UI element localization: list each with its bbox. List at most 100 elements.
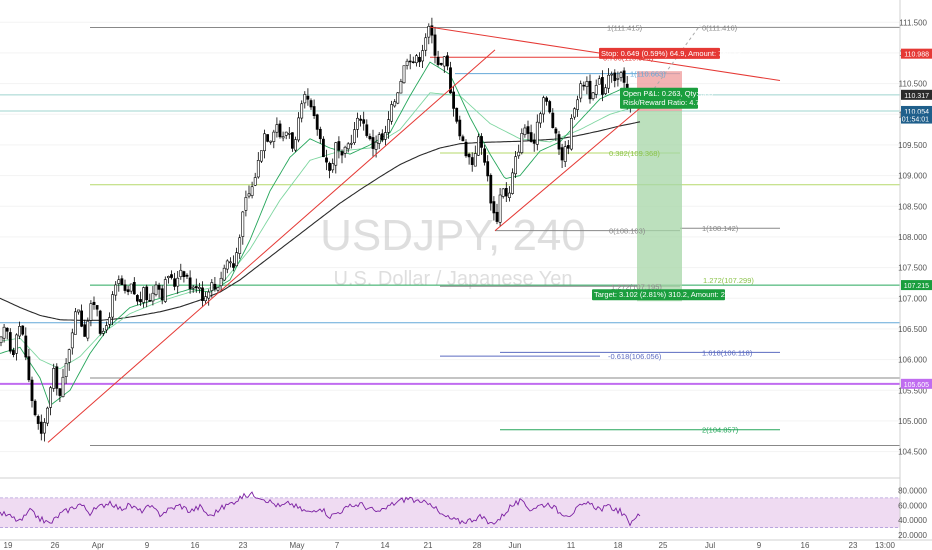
candle: [489, 173, 493, 211]
price-tag: [901, 48, 932, 59]
target-zone[interactable]: [637, 110, 682, 302]
price-tag-label: 110.988: [904, 52, 929, 59]
candle: [33, 399, 37, 417]
time-tick-label: 18: [614, 541, 623, 550]
candle: [557, 130, 561, 155]
candle-body: [560, 147, 564, 161]
candle: [176, 271, 180, 294]
candle: [569, 114, 573, 151]
candle: [191, 285, 195, 293]
watermark: USDJPY, 240 U.S. Dollar / Japanese Yen: [320, 211, 586, 290]
candle: [365, 119, 369, 138]
candle: [46, 406, 49, 427]
rr-label: Risk/Reward Ratio: 4.78: [623, 98, 704, 107]
candle: [486, 155, 490, 182]
trendline[interactable]: [47, 49, 496, 443]
candle-body: [600, 77, 604, 95]
candle-body: [207, 291, 211, 299]
candle: [399, 78, 403, 94]
price-tag: [901, 113, 932, 124]
time-tick-label: 21: [424, 541, 433, 550]
candle-body: [312, 106, 316, 117]
time-tick-label: 19: [4, 541, 13, 550]
candle: [501, 188, 505, 199]
fib-label: 1(108.142): [702, 224, 739, 233]
projection-line[interactable]: [639, 25, 701, 109]
candle: [229, 257, 232, 268]
candle: [253, 172, 257, 187]
candle-body: [272, 131, 276, 142]
candle: [523, 124, 527, 138]
candle-body: [405, 60, 409, 66]
candle-body: [256, 160, 260, 178]
candle-body: [287, 132, 291, 135]
horizontal-levels[interactable]: [0, 26, 900, 446]
candle-body: [201, 287, 204, 301]
candle-body: [185, 274, 189, 277]
price-tick-label: 104.500: [898, 448, 927, 457]
candle-body: [36, 416, 40, 424]
candle-body: [176, 277, 180, 287]
candle: [532, 133, 536, 152]
price-tag: [901, 89, 932, 100]
candle-body: [402, 65, 406, 84]
candle: [61, 368, 65, 398]
candle-body: [263, 133, 266, 152]
candle: [225, 259, 229, 274]
candle-body: [554, 128, 558, 134]
candle-body: [253, 177, 257, 186]
candle: [284, 131, 288, 140]
candle: [520, 128, 524, 155]
candle: [529, 124, 533, 143]
candle-body: [566, 145, 570, 149]
candle-body: [154, 284, 158, 295]
candle-body: [449, 67, 452, 94]
candle: [0, 336, 3, 347]
candle: [80, 304, 84, 328]
trendline[interactable]: [494, 107, 641, 232]
candle-body: [64, 363, 68, 378]
candle-body: [380, 133, 384, 141]
candle-body: [321, 138, 325, 158]
fib-label: 0(108.103): [609, 227, 646, 236]
candle: [182, 270, 186, 283]
candle-body: [430, 25, 434, 36]
candle: [498, 188, 502, 227]
candle-body: [352, 129, 356, 144]
candle: [70, 328, 74, 355]
candle: [86, 317, 90, 342]
candle-body: [390, 104, 394, 122]
candle: [132, 277, 136, 295]
candle-body: [86, 320, 90, 339]
candle-body: [523, 127, 527, 136]
candle-body: [439, 62, 443, 65]
candle-body: [383, 132, 387, 140]
candle: [151, 285, 155, 306]
price-tick-label: 106.500: [898, 325, 927, 334]
candle: [170, 270, 173, 280]
candle-body: [8, 332, 12, 352]
candle: [359, 115, 363, 127]
time-tick-label: May: [289, 541, 304, 550]
candle-body: [365, 124, 369, 136]
candle: [123, 279, 127, 294]
candle-body: [39, 421, 43, 434]
candle: [542, 95, 545, 123]
candle: [24, 327, 28, 361]
candle-body: [167, 276, 170, 279]
candle: [129, 283, 133, 294]
candle-body: [241, 211, 245, 237]
candle: [167, 275, 170, 284]
candle: [312, 99, 316, 119]
candle-body: [452, 91, 456, 109]
candle: [545, 96, 549, 106]
candle: [548, 99, 552, 114]
candle: [67, 348, 71, 371]
candle: [300, 100, 304, 123]
candle: [362, 111, 366, 131]
candle: [591, 92, 595, 101]
time-tick-label: 7: [335, 541, 340, 550]
position-labels: Stop: 0.649 (0.59%) 64.9, Amount: 750.13…: [592, 47, 748, 301]
candle: [139, 291, 142, 306]
